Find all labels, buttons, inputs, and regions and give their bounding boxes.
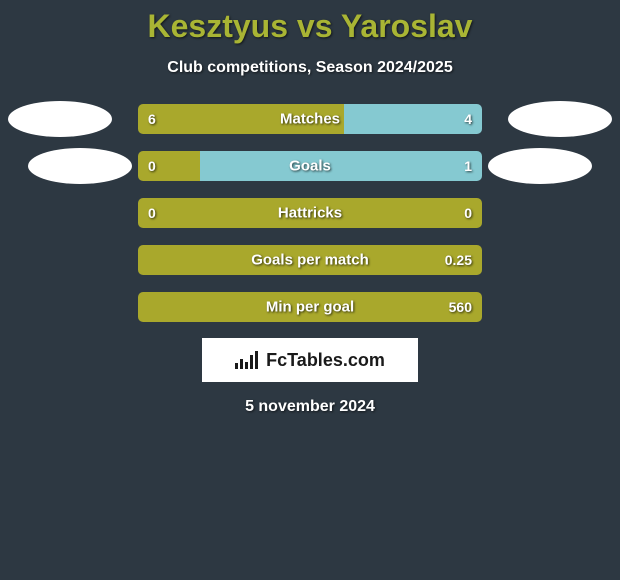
stat-label: Goals per match bbox=[251, 252, 369, 269]
stat-value-right: 560 bbox=[449, 299, 472, 315]
stat-label: Matches bbox=[280, 111, 340, 128]
page-subtitle: Club competitions, Season 2024/2025 bbox=[0, 59, 620, 77]
stat-row: Goals per match 0.25 bbox=[0, 244, 620, 276]
bar-segment-right bbox=[200, 151, 482, 181]
brand-text: FcTables.com bbox=[266, 350, 385, 371]
comparison-chart: 6 Matches 4 0 Goals 1 0 Hattricks 0 Goals per mat… bbox=[0, 103, 620, 323]
stat-value-left: 6 bbox=[148, 111, 156, 127]
stat-row: 0 Hattricks 0 bbox=[0, 197, 620, 229]
player-left-avatar bbox=[8, 101, 112, 137]
stat-value-right: 4 bbox=[464, 111, 472, 127]
stat-value-right: 1 bbox=[464, 158, 472, 174]
stat-bar: 6 Matches 4 bbox=[138, 104, 482, 134]
stat-row: 6 Matches 4 bbox=[0, 103, 620, 135]
stat-label: Min per goal bbox=[266, 299, 354, 316]
bar-segment-right bbox=[344, 104, 482, 134]
stat-value-left: 0 bbox=[148, 205, 156, 221]
page-title: Kesztyus vs Yaroslav bbox=[0, 0, 620, 45]
brand-bars-icon bbox=[235, 351, 260, 369]
player-right-avatar bbox=[488, 148, 592, 184]
brand-logo-box: FcTables.com bbox=[202, 338, 418, 382]
stat-value-right: 0.25 bbox=[445, 252, 472, 268]
stat-bar: 0 Hattricks 0 bbox=[138, 198, 482, 228]
footer-date: 5 november 2024 bbox=[0, 398, 620, 416]
stat-bar: Goals per match 0.25 bbox=[138, 245, 482, 275]
player-right-avatar bbox=[508, 101, 612, 137]
stat-value-left: 0 bbox=[148, 158, 156, 174]
stat-row: Min per goal 560 bbox=[0, 291, 620, 323]
stat-label: Hattricks bbox=[278, 205, 342, 222]
player-left-avatar bbox=[28, 148, 132, 184]
stat-bar: Min per goal 560 bbox=[138, 292, 482, 322]
stat-bar: 0 Goals 1 bbox=[138, 151, 482, 181]
stat-label: Goals bbox=[289, 158, 331, 175]
stat-row: 0 Goals 1 bbox=[0, 150, 620, 182]
stat-value-right: 0 bbox=[464, 205, 472, 221]
